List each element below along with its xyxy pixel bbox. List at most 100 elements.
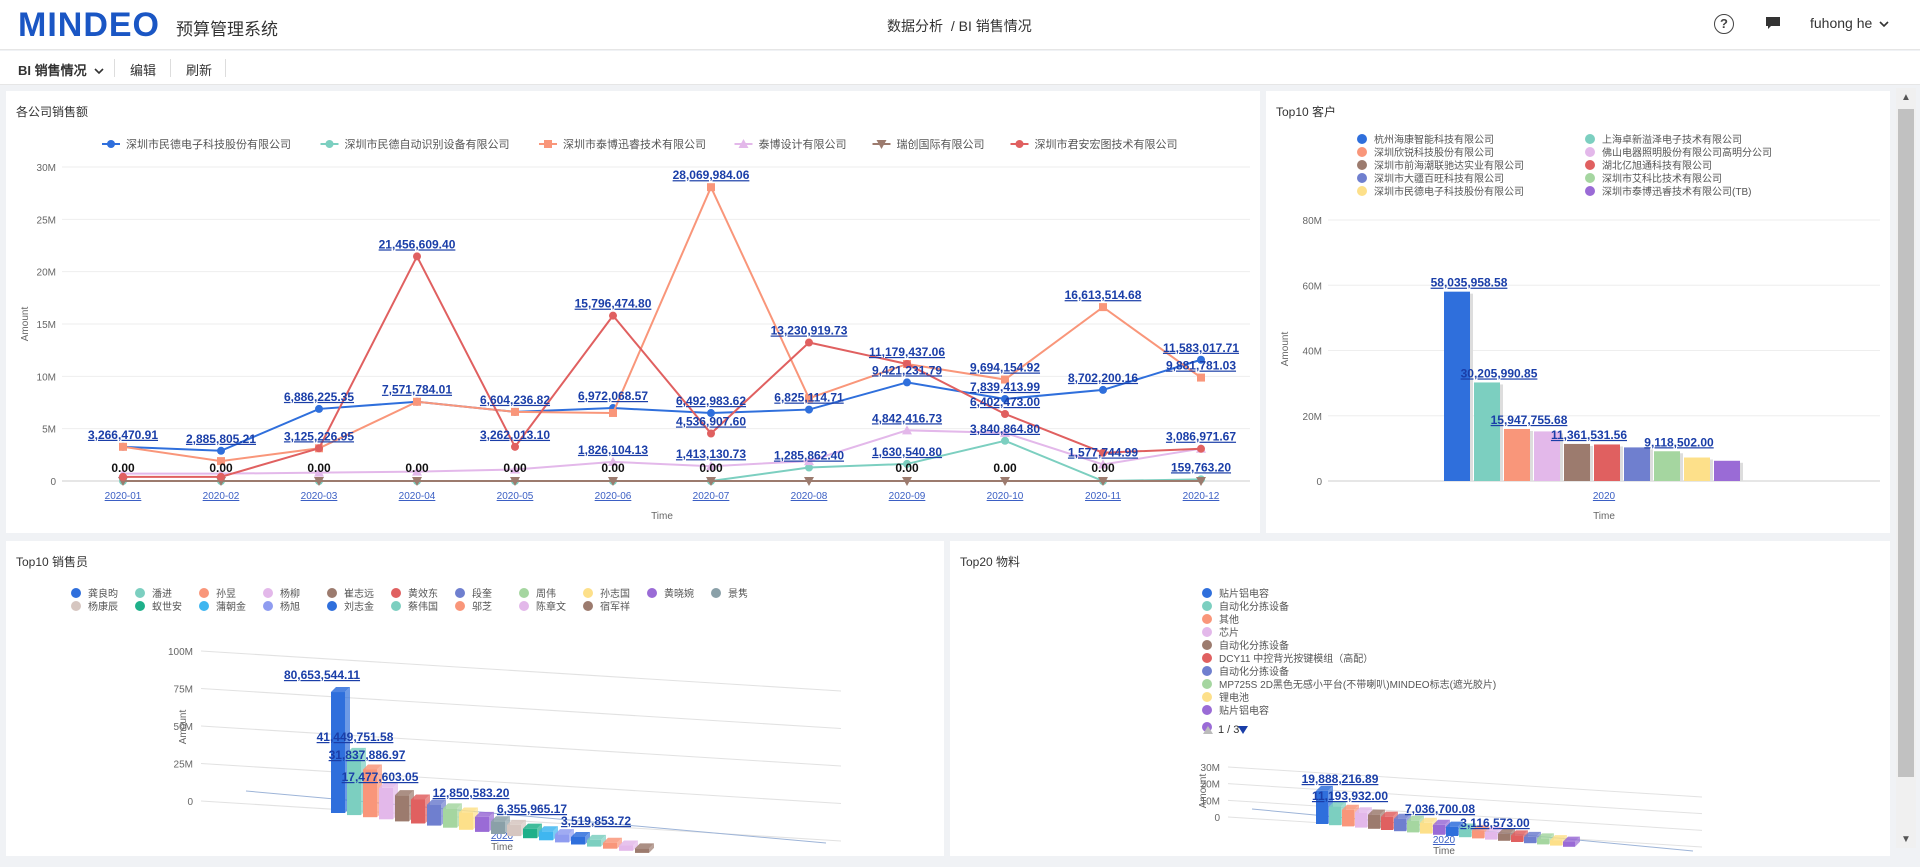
data-point [217, 457, 225, 466]
legend-marker [71, 601, 81, 611]
zero-label: 0.00 [405, 461, 429, 475]
legend-label: 杭州海康智能科技有限公司 [1374, 133, 1494, 146]
data-label: 80,653,544.11 [284, 668, 360, 682]
legend-label: 刘志金 [344, 600, 374, 613]
data-point [1001, 375, 1009, 384]
gridline [1227, 783, 1703, 815]
x-tick-label: 2020-11 [1085, 491, 1121, 502]
legend-marker [1357, 147, 1367, 157]
data-label: 21,456,609.40 [379, 237, 456, 251]
legend-label: 潘进 [152, 588, 172, 600]
bar-top [475, 811, 494, 817]
top-header: MINDEO 预算管理系统 数据分析 / BI 销售情况 ? fuhong he [0, 0, 1920, 50]
bar-top [1381, 811, 1398, 817]
bar [571, 837, 585, 845]
x-tick-label: 2020-02 [203, 491, 240, 502]
pager-prev-icon [1203, 726, 1213, 734]
data-point [1196, 477, 1206, 486]
bar [1504, 428, 1530, 481]
data-label: 4,536,907.60 [676, 415, 746, 429]
data-label: 11,583,017.71 [1163, 341, 1239, 355]
bar-top [1420, 817, 1437, 823]
legend-label: 陈章文 [536, 600, 566, 613]
bar [1446, 826, 1458, 836]
zero-label: 0.00 [895, 461, 919, 475]
legend-marker [519, 588, 529, 598]
data-label: 3,519,853.72 [561, 814, 631, 828]
user-menu[interactable]: fuhong he [1810, 15, 1889, 31]
bar-side [585, 832, 590, 845]
bar [619, 845, 633, 851]
data-label: 1,577,744.99 [1068, 445, 1138, 459]
bar-side [633, 840, 638, 851]
data-point [1099, 303, 1107, 312]
legend-label: 深圳市大疆百旺科技有限公司 [1374, 172, 1504, 185]
refresh-button[interactable]: 刷新 [186, 63, 213, 78]
data-label: 58,035,958.58 [1431, 276, 1508, 290]
y-tick-label: 80M [1303, 216, 1322, 227]
chevron-down-icon [94, 68, 104, 75]
x-tick-label: 2020-03 [301, 491, 338, 502]
bar [1459, 828, 1471, 838]
bar [1624, 447, 1650, 481]
x-tick-label: 2020-07 [693, 491, 730, 502]
scroll-down-icon[interactable]: ▼ [1901, 834, 1911, 845]
data-label: 15,947,755.68 [1491, 413, 1568, 427]
y-tick-label: 25M [37, 215, 56, 226]
bar [1485, 831, 1497, 840]
scroll-up-icon[interactable]: ▲ [1901, 92, 1911, 103]
legend-label: 蚁世安 [152, 600, 182, 613]
data-label: 3,086,971.67 [1166, 430, 1236, 444]
edit-button[interactable]: 编辑 [130, 63, 157, 78]
data-label: 28,069,984.06 [673, 168, 750, 182]
gridline [1227, 766, 1703, 798]
top20-material-panel: Top20 物料 贴片铝电容 自动化分拣设备 其他 芯片 自动化分拣设备 DCY11 中控… [950, 541, 1890, 857]
y-tick-label: 15M [37, 320, 56, 331]
data-point [804, 456, 814, 466]
legend-clip-mask [1200, 738, 1500, 758]
bar [1564, 443, 1590, 481]
legend-marker [391, 588, 401, 598]
legend-marker [71, 588, 81, 598]
scrollbar-thumb[interactable] [1898, 109, 1914, 777]
data-label: 11,179,437.06 [869, 345, 945, 359]
bar [347, 752, 361, 816]
data-point [804, 477, 814, 486]
legend-label: DCY11 中控背光按键模组（高配） [1219, 652, 1373, 665]
mindeo-logo[interactable]: MINDEO [18, 6, 160, 44]
bar-top [1329, 801, 1346, 807]
y-axis-title: Amount [1280, 332, 1291, 367]
series-line [122, 184, 1202, 463]
legend-label: 龚良昀 [88, 587, 118, 600]
report-dropdown[interactable]: BI 销售情况 [18, 60, 104, 79]
legend-marker [1202, 679, 1212, 689]
bar [1537, 838, 1549, 845]
data-point [707, 429, 715, 438]
zero-label: 0.00 [209, 461, 233, 475]
bar-top [1342, 804, 1359, 810]
message-icon[interactable] [1765, 16, 1781, 33]
legend-marker [455, 601, 465, 611]
bar [1714, 460, 1740, 481]
bar [1394, 818, 1406, 832]
data-label: 6,972,068.57 [578, 389, 648, 403]
bar-top [1407, 815, 1424, 821]
x-axis-title: Time [1593, 511, 1615, 522]
data-label: 7,571,784.01 [382, 383, 452, 397]
data-point [608, 456, 618, 466]
legend-label: 崔志远 [344, 587, 374, 600]
y-tick-label: 75M [174, 685, 193, 696]
legend-label: 景隽 [728, 587, 748, 600]
bar [1524, 836, 1536, 844]
legend-marker [1585, 160, 1595, 170]
data-point [903, 359, 911, 368]
bar [635, 848, 649, 853]
legend-label: 湖北亿旭通科技有限公司 [1602, 159, 1712, 172]
help-icon[interactable]: ? [1714, 14, 1734, 34]
bar-top [619, 840, 638, 846]
legend-marker [325, 140, 334, 148]
data-point [412, 466, 422, 476]
data-label: 1,826,104.13 [578, 443, 648, 457]
breadcrumb-item-analysis[interactable]: 数据分析 [887, 18, 943, 34]
